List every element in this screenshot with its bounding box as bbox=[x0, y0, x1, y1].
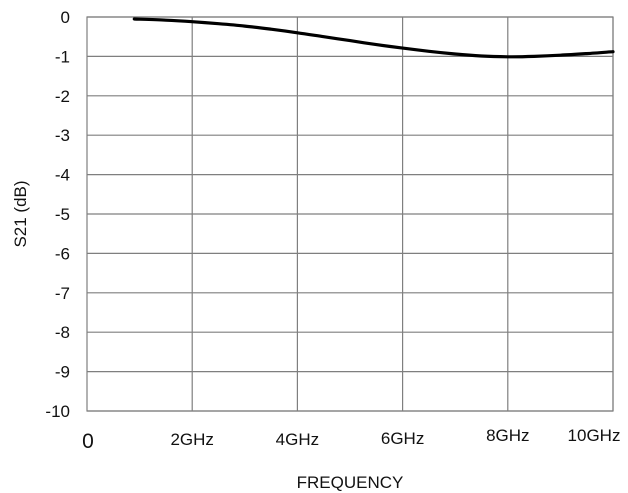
x-tick-label-4: 10GHz bbox=[568, 426, 621, 445]
y-tick-label-3: -3 bbox=[55, 126, 70, 145]
x-origin-label: 0 bbox=[82, 430, 94, 453]
y-tick-label-0: 0 bbox=[61, 8, 70, 27]
y-tick-label-2: -2 bbox=[55, 87, 70, 106]
x-tick-label-2: 6GHz bbox=[381, 429, 424, 448]
x-tick-label-3: 8GHz bbox=[486, 426, 529, 445]
series-line-0 bbox=[132, 17, 615, 59]
x-tick-labels: 2GHz 4GHz 6GHz 8GHz 10GHz bbox=[170, 426, 620, 449]
grid bbox=[86, 16, 614, 412]
x-tick-label-0: 2GHz bbox=[170, 430, 213, 449]
y-tick-label-6: -6 bbox=[55, 244, 70, 263]
x-axis-title: FREQUENCY bbox=[297, 473, 404, 492]
y-tick-label-5: -5 bbox=[55, 205, 70, 224]
y-tick-label-9: -9 bbox=[55, 363, 70, 382]
series-layer bbox=[132, 17, 615, 59]
plot-frame bbox=[86, 16, 614, 412]
y-tick-label-4: -4 bbox=[55, 166, 70, 185]
y-axis-title: S21 (dB) bbox=[11, 180, 30, 247]
x-tick-label-1: 4GHz bbox=[276, 430, 319, 449]
y-tick-label-8: -8 bbox=[55, 323, 70, 342]
y-tick-label-1: -1 bbox=[55, 47, 70, 66]
y-tick-labels: 0 -1 -2 -3 -4 -5 -6 -7 -8 -9 -10 bbox=[45, 8, 70, 421]
y-tick-label-7: -7 bbox=[55, 284, 70, 303]
y-tick-label-10: -10 bbox=[45, 402, 70, 421]
